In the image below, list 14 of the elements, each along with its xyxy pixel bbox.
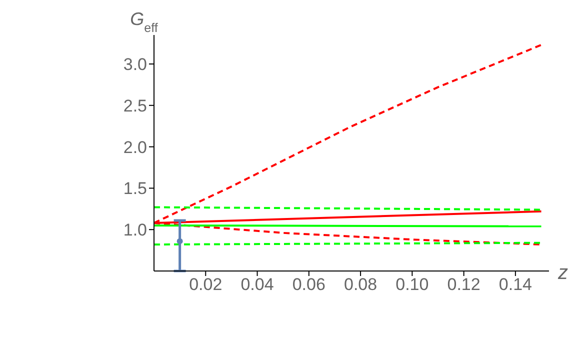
y-tick-label: 2.0: [123, 138, 147, 157]
x-tick-label: 0.02: [189, 275, 222, 294]
x-tick-label: 0.04: [240, 275, 274, 294]
x-tick-label: 0.06: [292, 275, 326, 294]
y-tick-label: 1.0: [123, 220, 147, 240]
x-tick-label: 0.14: [498, 275, 532, 294]
x-tick-label: 0.10: [396, 275, 429, 294]
y-tick-label: 3.0: [123, 55, 147, 74]
x-tick-label: 0.12: [447, 275, 480, 294]
y-tick-label: 1.5: [123, 179, 147, 198]
x-tick-label: 0.08: [344, 275, 378, 294]
x-axis-title: z: [557, 262, 568, 284]
y-tick-label: 2.5: [123, 96, 147, 116]
y-axis-title: G$_{eff}$: [130, 9, 158, 35]
